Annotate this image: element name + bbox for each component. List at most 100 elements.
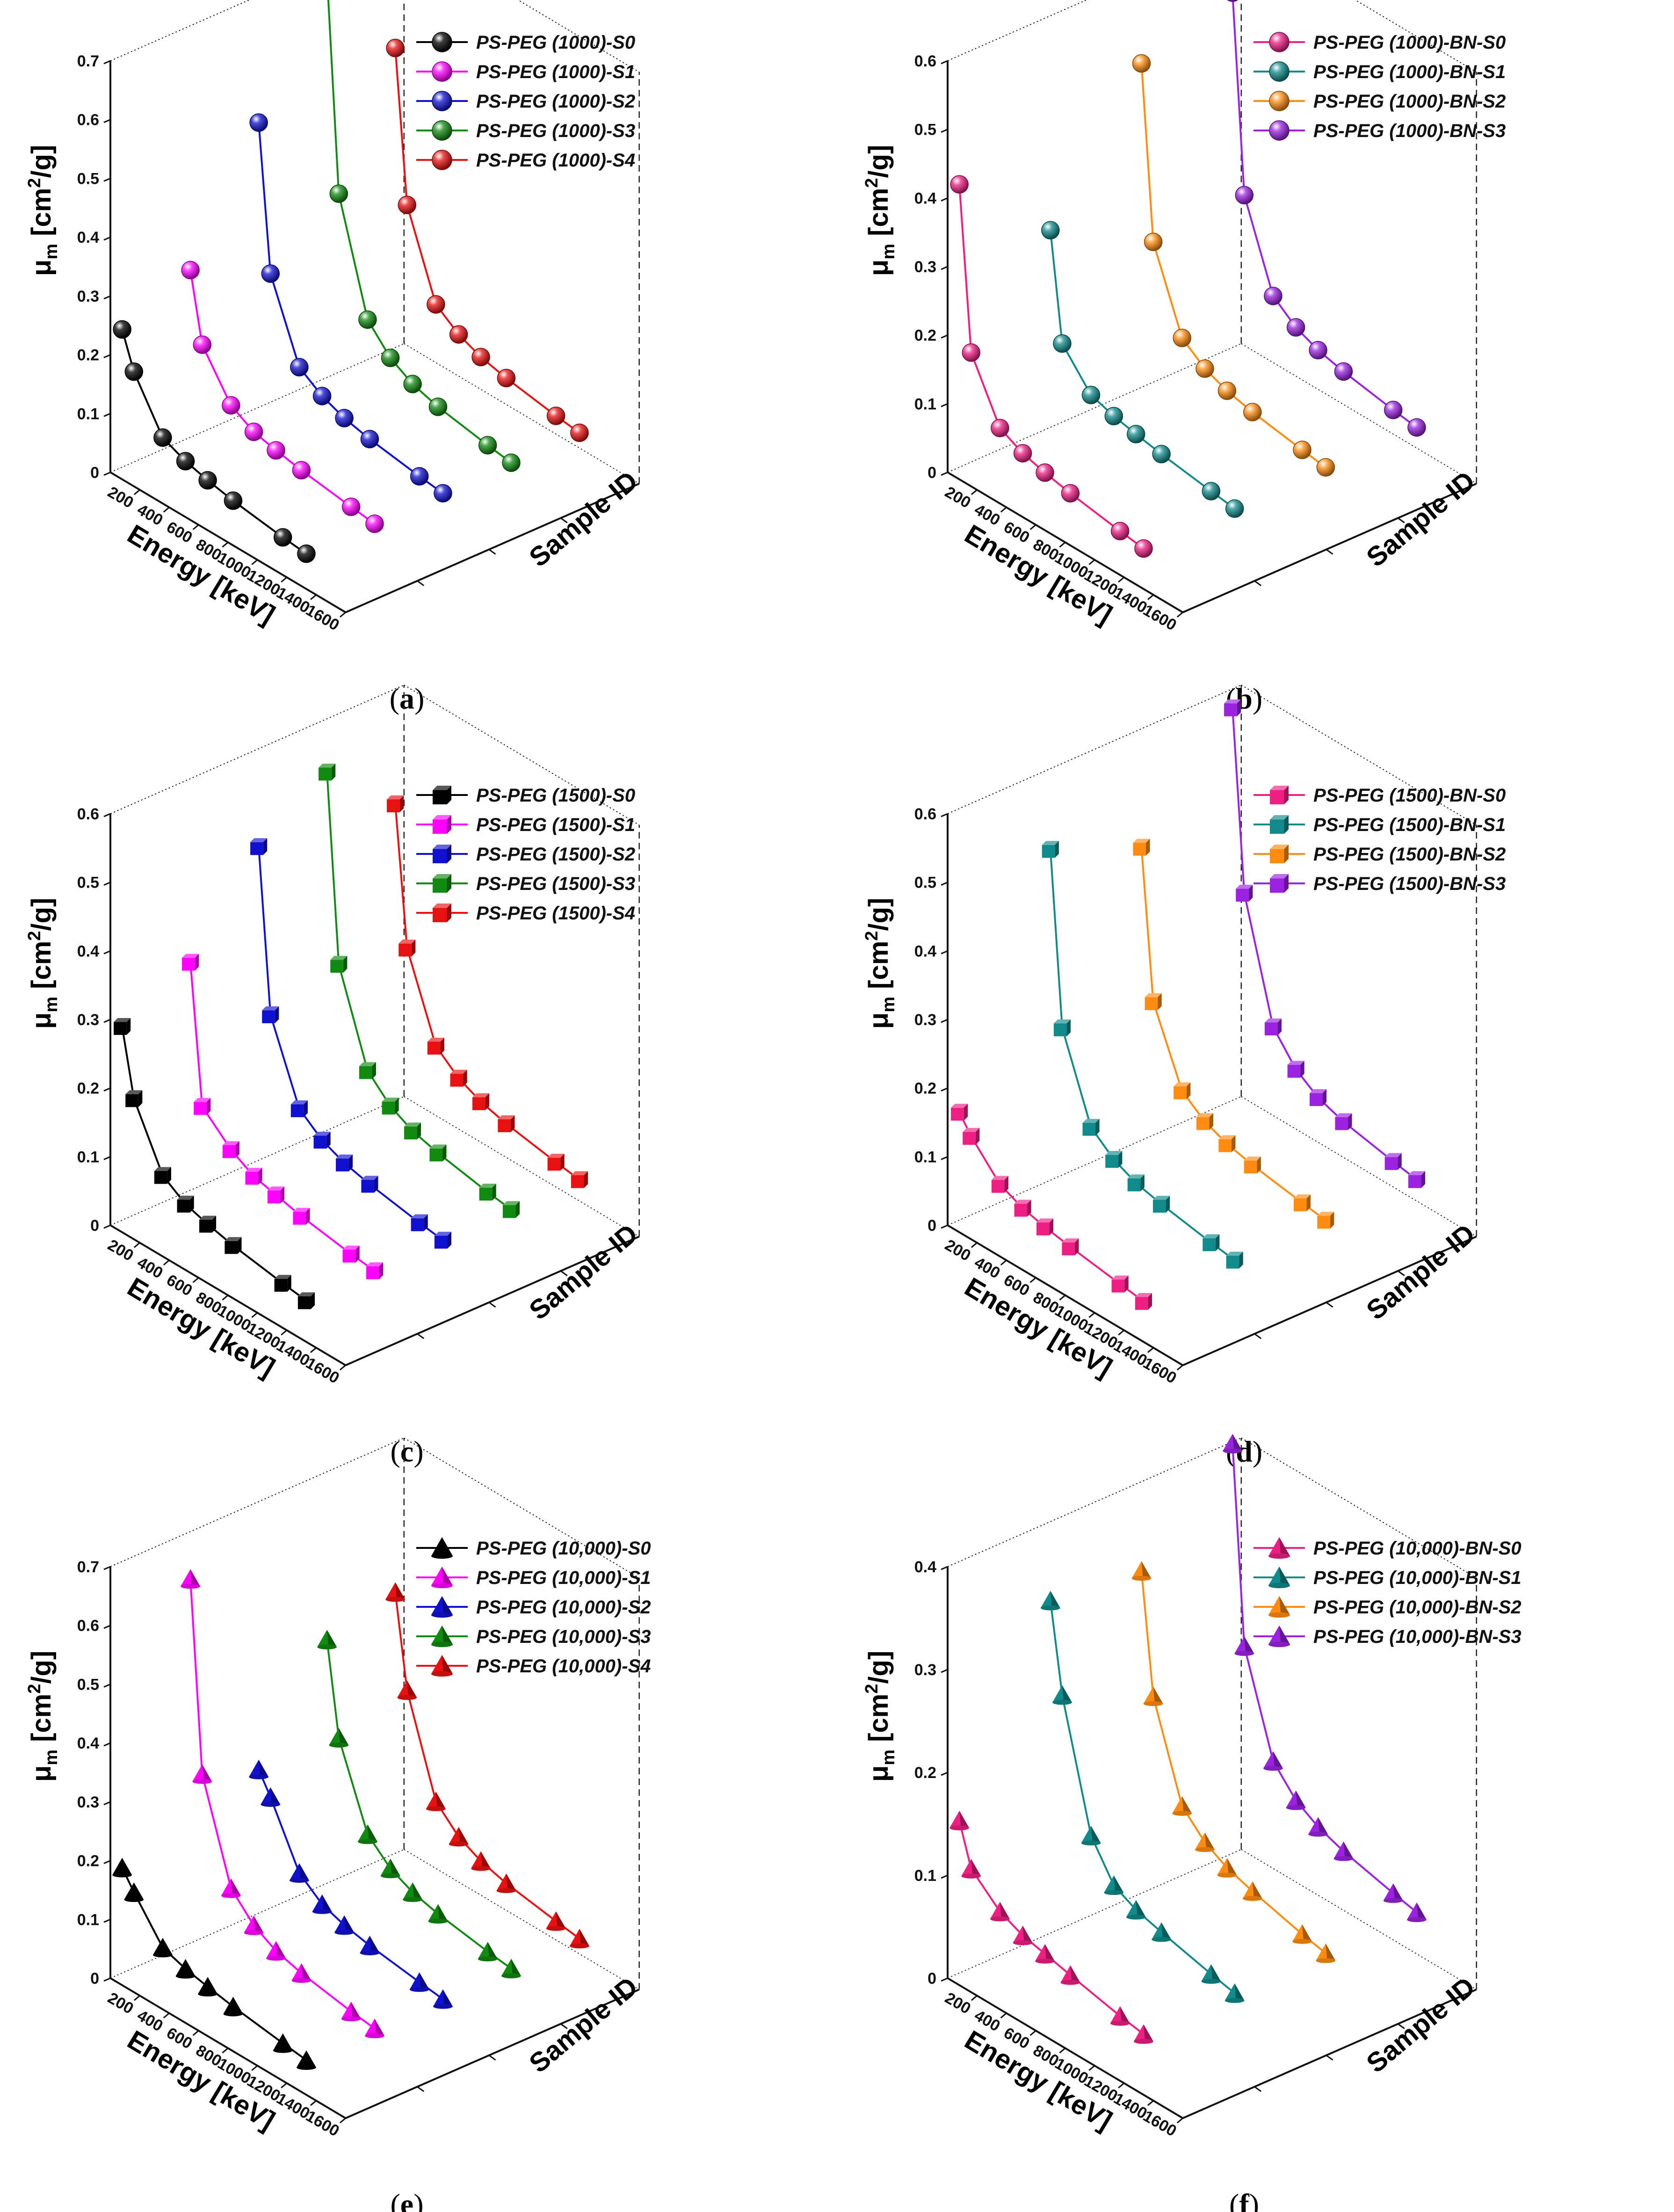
energy-tick <box>1000 2012 1007 2018</box>
data-point <box>138 1090 143 1107</box>
data-point <box>244 422 263 441</box>
data-point <box>222 396 240 415</box>
mu-tick <box>103 1860 111 1864</box>
data-point <box>1231 1135 1236 1152</box>
data-point <box>382 1098 399 1102</box>
mu-symbol: μ <box>863 1012 894 1029</box>
energy-tick <box>310 1347 317 1353</box>
data-point <box>1227 1858 1237 1875</box>
data-point <box>192 1779 212 1784</box>
data-point <box>280 1186 285 1204</box>
data-point <box>1053 1019 1071 1024</box>
data-point <box>472 1093 490 1098</box>
energy-tick <box>1000 506 1007 513</box>
chart-panel: 00.10.20.30.40.50.6200400600800100012001… <box>25 684 644 1468</box>
data-point <box>154 1171 167 1184</box>
mu-tick <box>103 178 111 182</box>
series-line <box>258 846 444 1241</box>
data-point <box>313 1135 327 1149</box>
data-point <box>1036 1218 1054 1223</box>
chart-panel: 00.10.20.30.40.50.6200400600800100012001… <box>862 684 1506 1468</box>
data-point <box>1135 1297 1148 1310</box>
mu-subscript: m <box>42 1749 61 1765</box>
mu-tick <box>941 1771 948 1776</box>
sample-tick <box>1397 517 1405 523</box>
floor-edge <box>1241 1096 1477 1237</box>
data-point <box>212 1215 217 1233</box>
sample-tick <box>488 1301 496 1308</box>
data-point <box>991 1176 1008 1180</box>
sample-tick <box>1254 2086 1262 2092</box>
data-point <box>263 838 268 855</box>
sample-axis-title: Sample ID <box>1361 1971 1481 2079</box>
data-point <box>1004 1176 1008 1193</box>
mu-tick-label: 0.2 <box>914 327 936 345</box>
data-point <box>387 799 400 813</box>
data-point <box>1310 1089 1327 1093</box>
energy-tick <box>1088 2065 1095 2071</box>
data-point <box>258 1168 262 1185</box>
mu-unit: /g] <box>863 145 894 178</box>
data-point <box>225 1237 242 1241</box>
mu-unit: [cm <box>863 1694 894 1749</box>
mu-axis-title: μm [cm2/g] <box>25 1651 61 1782</box>
data-point <box>1277 1018 1282 1035</box>
panel-caption: (f) <box>1229 2188 1259 2212</box>
data-point <box>1062 1685 1072 1703</box>
data-point <box>1407 418 1426 437</box>
mu-superscript: 2 <box>25 931 44 941</box>
data-point <box>471 347 490 367</box>
data-point <box>1226 1256 1239 1269</box>
floor-edge <box>110 343 405 473</box>
legend: PS-PEG (1000)-BN-S0 PS-PEG (1000)-BN-S1 PS… <box>1254 32 1506 141</box>
data-point <box>1060 1980 1080 1985</box>
data-point <box>963 1132 976 1145</box>
data-point <box>382 1101 395 1115</box>
data-point <box>262 1006 279 1011</box>
mu-symbol: μ <box>26 260 57 276</box>
data-point <box>432 150 452 170</box>
sample-axis-line <box>345 1988 640 2119</box>
sample-tick <box>1254 580 1262 586</box>
data-point <box>398 195 417 214</box>
energy-tick <box>163 2012 170 2018</box>
legend: PS-PEG (1000)-S0 PS-PEG (1000)-S1 PS-PEG (… <box>416 32 635 171</box>
mu-tick-label: 0.4 <box>914 189 936 207</box>
mu-unit: [cm <box>26 941 57 997</box>
data-point <box>273 528 292 547</box>
energy-tick <box>1118 1330 1125 1336</box>
mu-unit: /g] <box>863 898 894 931</box>
energy-tick <box>192 2030 199 2036</box>
mu-tick <box>103 1625 111 1629</box>
data-point <box>1292 1939 1312 1944</box>
data-point <box>199 1215 217 1220</box>
mu-symbol: μ <box>26 1765 57 1782</box>
panel-caption: (c) <box>390 1435 423 1468</box>
data-point <box>1296 1790 1306 1808</box>
data-point <box>1218 1135 1236 1140</box>
data-point <box>199 1220 212 1233</box>
data-point <box>1236 884 1253 889</box>
mu-subscript: m <box>42 244 61 260</box>
data-point <box>1153 1195 1170 1200</box>
mu-superscript: 2 <box>862 178 882 188</box>
top-edge <box>947 0 1088 61</box>
data-point <box>1279 1596 1290 1615</box>
data-point <box>1270 878 1284 893</box>
series-line <box>121 329 307 555</box>
caption-paren: ( <box>390 1435 400 1468</box>
data-point <box>1141 1561 1152 1578</box>
data-point <box>290 358 309 376</box>
data-point <box>1268 1641 1290 1648</box>
mu-tick-label: 0.5 <box>77 1676 99 1693</box>
data-point <box>442 1596 453 1615</box>
data-point <box>1203 1234 1220 1238</box>
data-point <box>1062 1242 1075 1256</box>
legend-entry: PS-PEG (1000)-S0 <box>476 32 635 53</box>
mu-tick <box>941 950 948 954</box>
data-point <box>449 325 468 344</box>
data-point <box>1268 1583 1290 1589</box>
data-point <box>951 1107 964 1121</box>
data-point <box>367 1824 377 1842</box>
data-point <box>570 423 589 442</box>
